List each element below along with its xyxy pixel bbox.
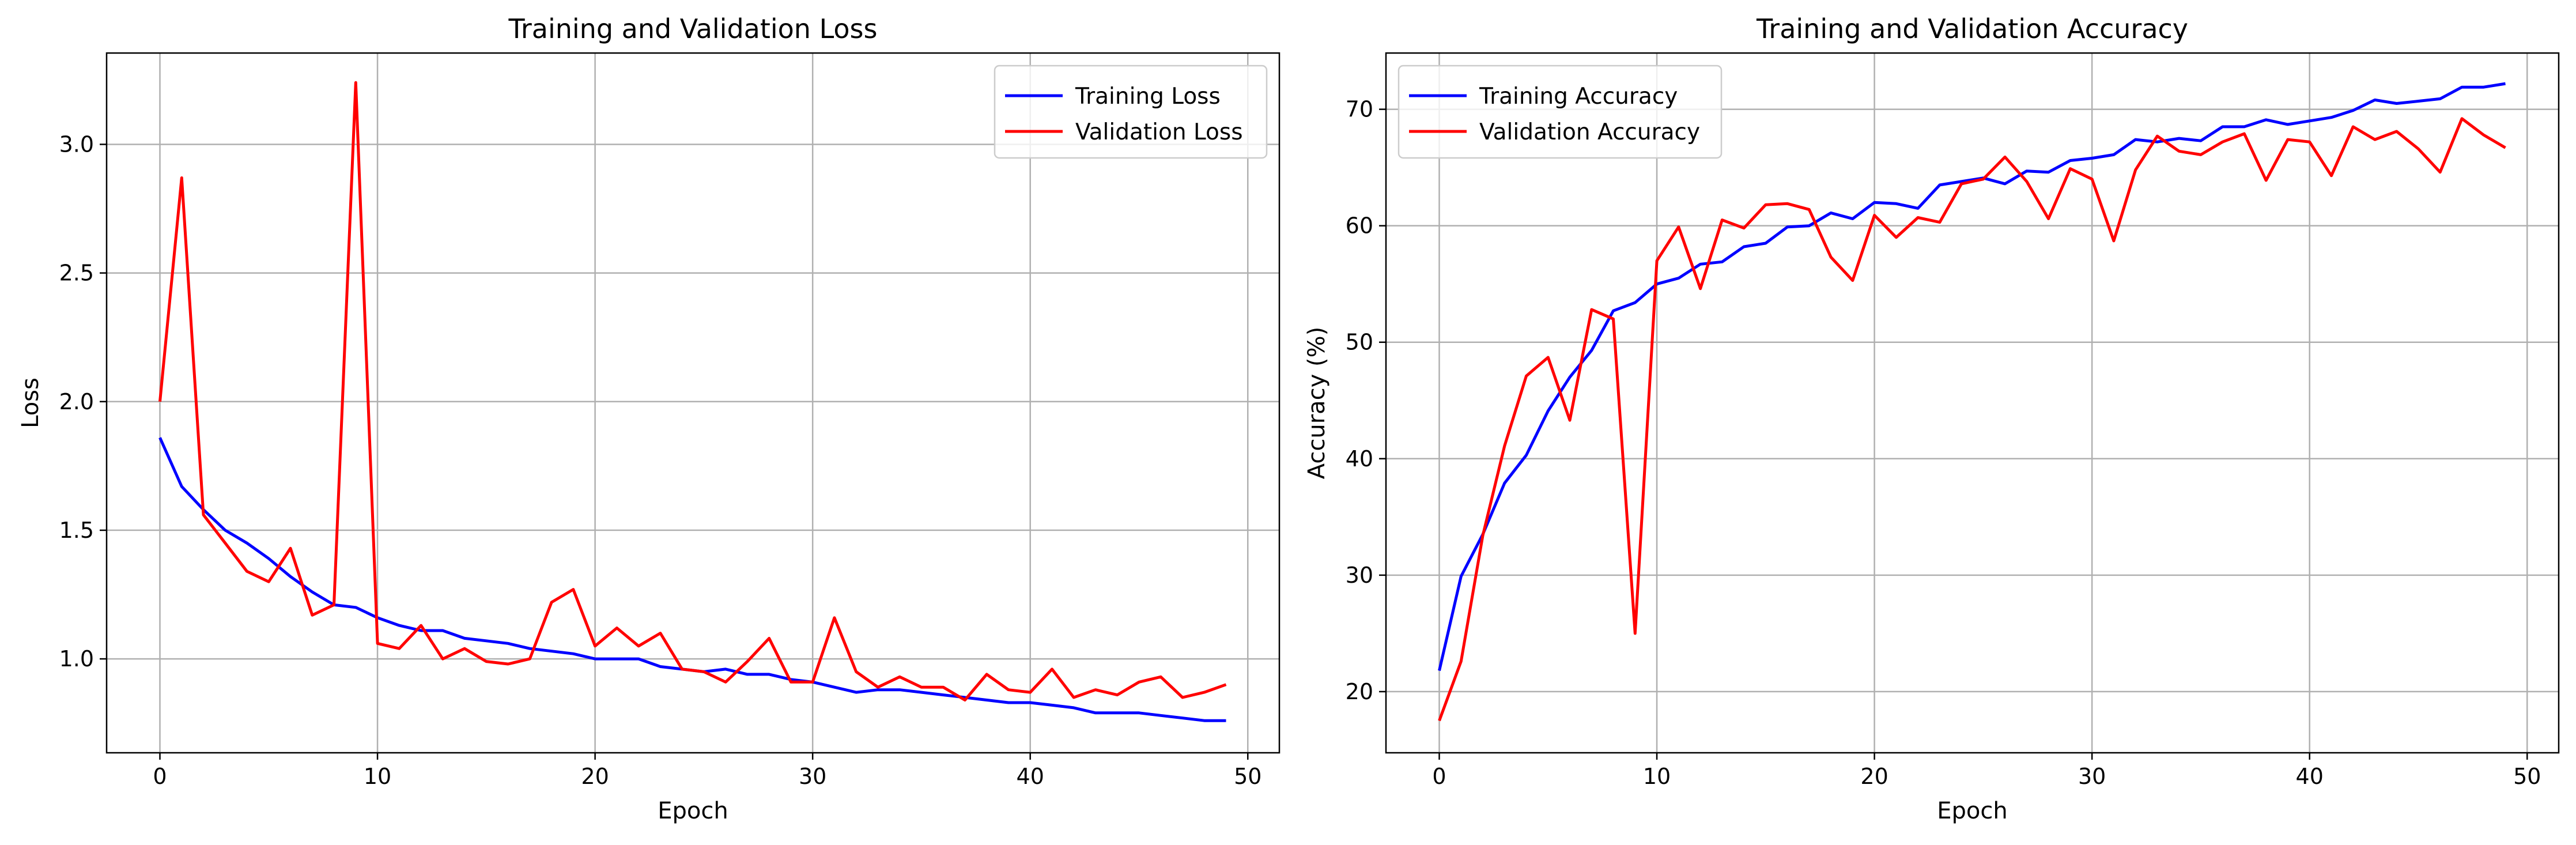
loss-y-tick-label: 1.5 bbox=[59, 518, 94, 543]
loss-x-tick-label: 10 bbox=[364, 764, 391, 789]
accuracy-x-tick-label: 50 bbox=[2513, 764, 2541, 789]
loss-legend: Training Loss Validation Loss bbox=[994, 65, 1268, 159]
accuracy-x-tick-label: 40 bbox=[2296, 764, 2324, 789]
loss-legend-box bbox=[994, 65, 1268, 159]
loss-y-axis-label: Loss bbox=[17, 378, 44, 428]
accuracy-chart: 0 10 20 30 40 50 20 30 40 50 60 70 Training and Val… bbox=[1304, 13, 2560, 824]
loss-x-tick-label: 40 bbox=[1017, 764, 1044, 789]
loss-chart-title: Training and Validation Loss bbox=[508, 13, 878, 44]
accuracy-x-tick-label: 10 bbox=[1643, 764, 1671, 789]
loss-legend-label-validation: Validation Loss bbox=[1075, 119, 1243, 145]
accuracy-legend-label-training: Training Accuracy bbox=[1479, 84, 1678, 110]
accuracy-chart-title: Training and Validation Accuracy bbox=[1756, 13, 2188, 44]
loss-x-tick-label: 0 bbox=[153, 764, 167, 789]
loss-legend-label-training: Training Loss bbox=[1075, 84, 1221, 110]
accuracy-y-tick-label: 60 bbox=[1346, 213, 1373, 239]
accuracy-y-tick-label: 50 bbox=[1346, 330, 1373, 355]
accuracy-y-axis-label: Accuracy (%) bbox=[1304, 327, 1330, 480]
accuracy-x-tick-label: 0 bbox=[1432, 764, 1446, 789]
accuracy-legend: Training Accuracy Validation Accuracy bbox=[1397, 65, 1723, 159]
accuracy-series-training-line bbox=[1438, 82, 2506, 672]
loss-y-tick-label: 3.0 bbox=[59, 131, 94, 157]
loss-x-tick-label: 20 bbox=[581, 764, 609, 789]
accuracy-x-tick-label: 20 bbox=[1860, 764, 1888, 789]
accuracy-y-tick-label: 20 bbox=[1346, 679, 1373, 704]
loss-series-validation-line bbox=[158, 81, 1227, 701]
loss-y-tick-label: 2.0 bbox=[59, 389, 94, 414]
loss-y-tick-label: 2.5 bbox=[59, 261, 94, 286]
loss-y-tick-label: 1.0 bbox=[59, 646, 94, 672]
accuracy-y-tick-label: 30 bbox=[1346, 563, 1373, 588]
accuracy-plot-frame bbox=[1385, 52, 2560, 754]
loss-x-tick-label: 30 bbox=[799, 764, 826, 789]
accuracy-series-validation-line bbox=[1438, 117, 2506, 722]
loss-chart: 0 10 20 30 40 50 1.0 1.5 2.0 2.5 3.0 Training and … bbox=[17, 13, 1281, 824]
loss-x-tick-label: 50 bbox=[1234, 764, 1261, 789]
accuracy-y-tick-label: 40 bbox=[1346, 446, 1373, 471]
accuracy-legend-label-validation: Validation Accuracy bbox=[1479, 119, 1700, 145]
loss-plot-frame bbox=[105, 52, 1281, 754]
loss-x-axis-label: Epoch bbox=[658, 798, 728, 824]
accuracy-legend-box bbox=[1397, 65, 1723, 159]
accuracy-x-tick-label: 30 bbox=[2078, 764, 2106, 789]
accuracy-y-tick-label: 70 bbox=[1346, 97, 1373, 122]
accuracy-x-axis-label: Epoch bbox=[1937, 798, 2007, 824]
